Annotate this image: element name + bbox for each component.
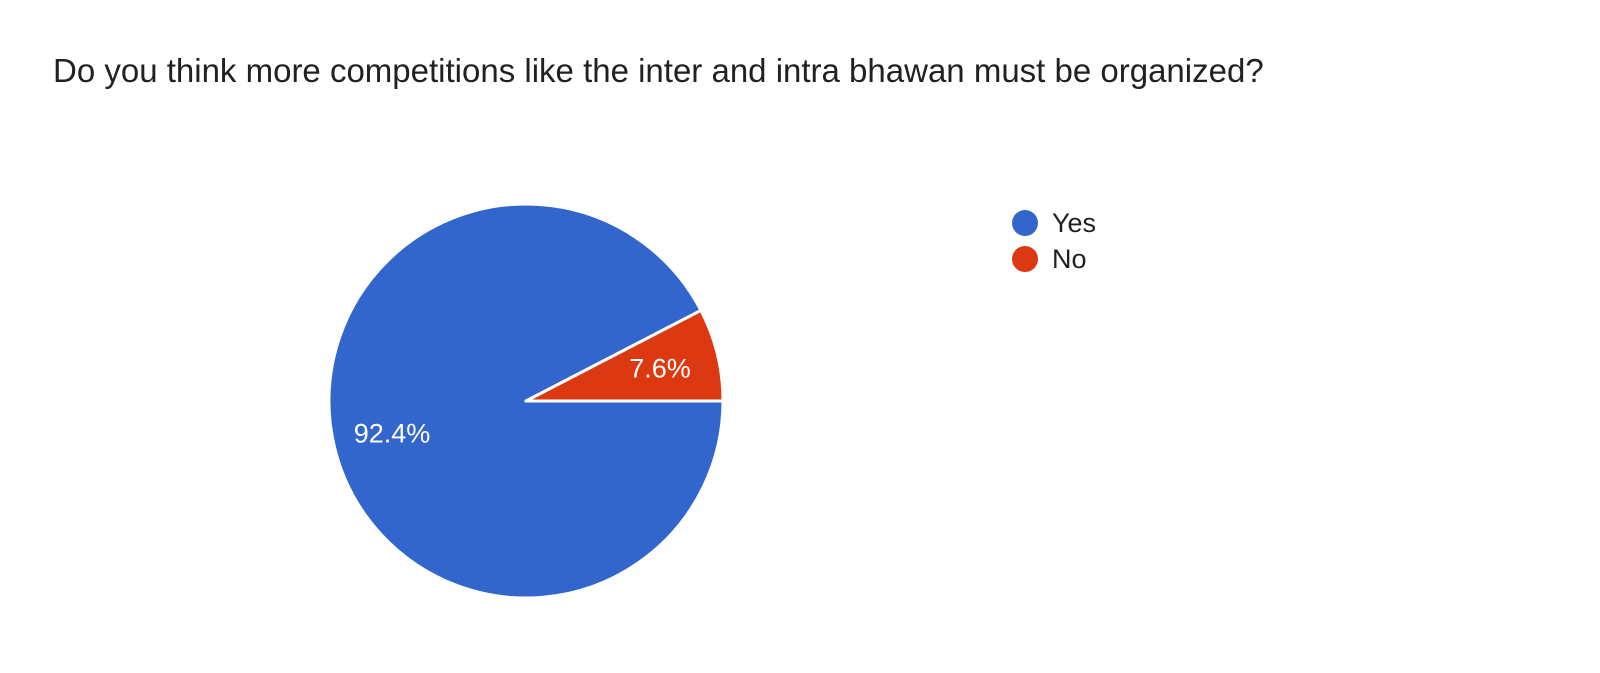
slice-label-no: 7.6% <box>629 353 691 383</box>
pie-slice-no[interactable] <box>524 308 725 403</box>
legend-swatch-no <box>1012 246 1038 272</box>
pie-chart-container: 92.4% 7.6% <box>326 201 726 601</box>
legend-swatch-yes <box>1012 210 1038 236</box>
chart-legend: Yes No <box>1012 210 1096 282</box>
slice-label-yes: 92.4% <box>354 419 431 449</box>
legend-label-yes: Yes <box>1052 208 1097 238</box>
question-title: Do you think more competitions like the … <box>53 52 1264 89</box>
legend-item-no: No <box>1012 244 1096 274</box>
legend-label-no: No <box>1052 244 1087 274</box>
legend-item-yes: Yes <box>1012 208 1097 238</box>
pie-chart: 92.4% 7.6% <box>327 202 725 600</box>
